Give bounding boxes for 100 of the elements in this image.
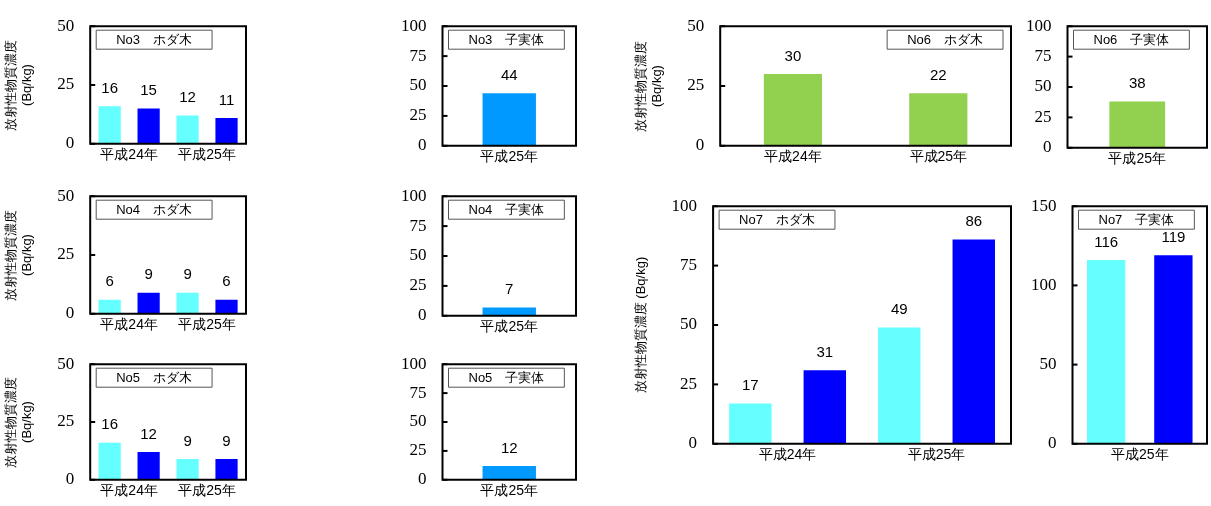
data-label: 116	[1094, 232, 1119, 250]
x-tick-label: 平成24年	[100, 146, 158, 163]
text: No6 子実体	[1093, 32, 1170, 48]
bar	[878, 327, 921, 444]
y-tick-label: 0	[1048, 433, 1057, 453]
y-tick-label: 100	[401, 353, 427, 373]
y-tick-label: 50	[687, 15, 705, 35]
text: No7 子実体	[1098, 212, 1175, 228]
y-tick-label: 0	[65, 133, 75, 153]
text: No3 子実体	[468, 32, 545, 48]
y-tick-label: 50	[57, 185, 75, 205]
data-label: 12	[500, 438, 518, 456]
data-label: 16	[101, 78, 119, 96]
text: No6 ホダ木	[907, 32, 984, 48]
bar	[98, 442, 121, 480]
y-tick-label: 0	[418, 469, 427, 489]
data-label: 11	[218, 90, 235, 108]
y-tick-label: 50	[1039, 354, 1057, 374]
y-tick-label: 75	[409, 45, 427, 65]
y-tick-label: 50	[409, 411, 427, 431]
bar	[176, 458, 199, 480]
x-tick-label: 平成24年	[764, 148, 822, 165]
y-tick-label: 75	[409, 215, 427, 235]
x-tick-label: 平成25年	[907, 446, 966, 463]
bar	[729, 403, 772, 444]
data-label: 86	[965, 212, 983, 230]
y-tick-label: 25	[57, 411, 75, 431]
y-tick-label: 0	[1043, 137, 1052, 157]
y-tick-label: 100	[401, 15, 427, 35]
data-label: 15	[140, 81, 157, 99]
y-tick-label: 100	[1026, 15, 1052, 35]
y-tick-label: 25	[57, 74, 75, 94]
y-tick-label: 25	[409, 105, 427, 125]
y-axis-title: 放射性物質濃度 (Bq/kg)	[633, 40, 664, 132]
x-tick-label: 平成25年	[178, 482, 236, 499]
y-tick-label: 0	[418, 305, 427, 325]
y-tick-label: 0	[65, 303, 75, 323]
x-tick-label: 平成25年	[1110, 446, 1169, 463]
data-label: 9	[183, 431, 192, 449]
y-tick-label: 25	[687, 75, 705, 95]
y-tick-label: 50	[57, 15, 75, 35]
text: No4 ホダ木	[116, 202, 193, 218]
y-axis-title: 放射性物質濃度 (Bq/kg)	[3, 39, 34, 131]
data-label: 30	[784, 46, 802, 64]
y-tick-label: 75	[1034, 46, 1052, 66]
y-tick-label: 50	[1034, 76, 1052, 96]
data-label: 6	[105, 272, 114, 290]
x-tick-label: 平成24年	[758, 446, 817, 463]
data-label: 44	[500, 65, 518, 83]
data-label: 9	[222, 431, 231, 449]
data-label: 6	[222, 272, 231, 290]
x-tick-label: 平成25年	[178, 316, 236, 333]
x-tick-label: 平成25年	[909, 148, 968, 165]
data-label: 49	[890, 300, 908, 318]
text: No5 ホダ木	[116, 370, 193, 386]
x-tick-label: 平成25年	[1108, 150, 1167, 167]
y-tick-label: 25	[680, 373, 698, 393]
bar	[215, 458, 238, 480]
x-tick-label: 平成24年	[100, 316, 158, 333]
y-tick-label: 75	[409, 382, 427, 402]
data-label: 12	[179, 88, 196, 106]
y-axis-title: 放射性物質濃度 (Bq/kg)	[633, 256, 649, 394]
y-tick-label: 50	[57, 353, 75, 373]
x-tick-label: 平成25年	[178, 146, 236, 163]
bar	[137, 452, 160, 480]
y-tick-label: 0	[695, 135, 705, 155]
text: No7 ホダ木	[739, 212, 815, 228]
y-tick-label: 50	[409, 245, 427, 265]
y-tick-label: 100	[671, 195, 698, 215]
bar	[803, 370, 847, 444]
data-label: 119	[1161, 227, 1186, 245]
text: No5 子実体	[468, 370, 545, 386]
data-label: 9	[144, 265, 153, 283]
x-tick-label: 平成25年	[480, 148, 539, 165]
data-label: 22	[929, 65, 947, 83]
text: No4 子実体	[468, 202, 545, 218]
data-label: 9	[183, 265, 192, 283]
y-tick-label: 100	[401, 185, 427, 205]
y-tick-label: 75	[680, 255, 698, 275]
y-tick-label: 25	[1034, 106, 1052, 126]
y-axis-title: 放射性物質濃度 (Bq/kg)	[3, 209, 34, 301]
y-tick-label: 25	[57, 244, 75, 264]
y-axis-title: 放射性物質濃度 (Bq/kg)	[3, 376, 34, 468]
data-label: 31	[816, 342, 834, 360]
y-tick-label: 0	[688, 433, 698, 453]
y-tick-label: 0	[418, 135, 427, 155]
data-label: 17	[741, 376, 759, 394]
data-label: 16	[101, 415, 119, 433]
x-tick-label: 平成24年	[100, 482, 158, 499]
bar	[952, 239, 995, 444]
y-tick-label: 25	[409, 440, 427, 460]
x-tick-label: 平成25年	[480, 318, 539, 335]
text: No3 ホダ木	[116, 32, 193, 48]
data-label: 38	[1128, 74, 1146, 92]
y-tick-label: 50	[680, 314, 698, 334]
y-tick-label: 0	[65, 469, 75, 489]
x-tick-label: 平成25年	[480, 482, 539, 499]
data-label: 7	[505, 280, 514, 298]
y-tick-label: 50	[409, 75, 427, 95]
y-tick-label: 25	[409, 275, 427, 295]
